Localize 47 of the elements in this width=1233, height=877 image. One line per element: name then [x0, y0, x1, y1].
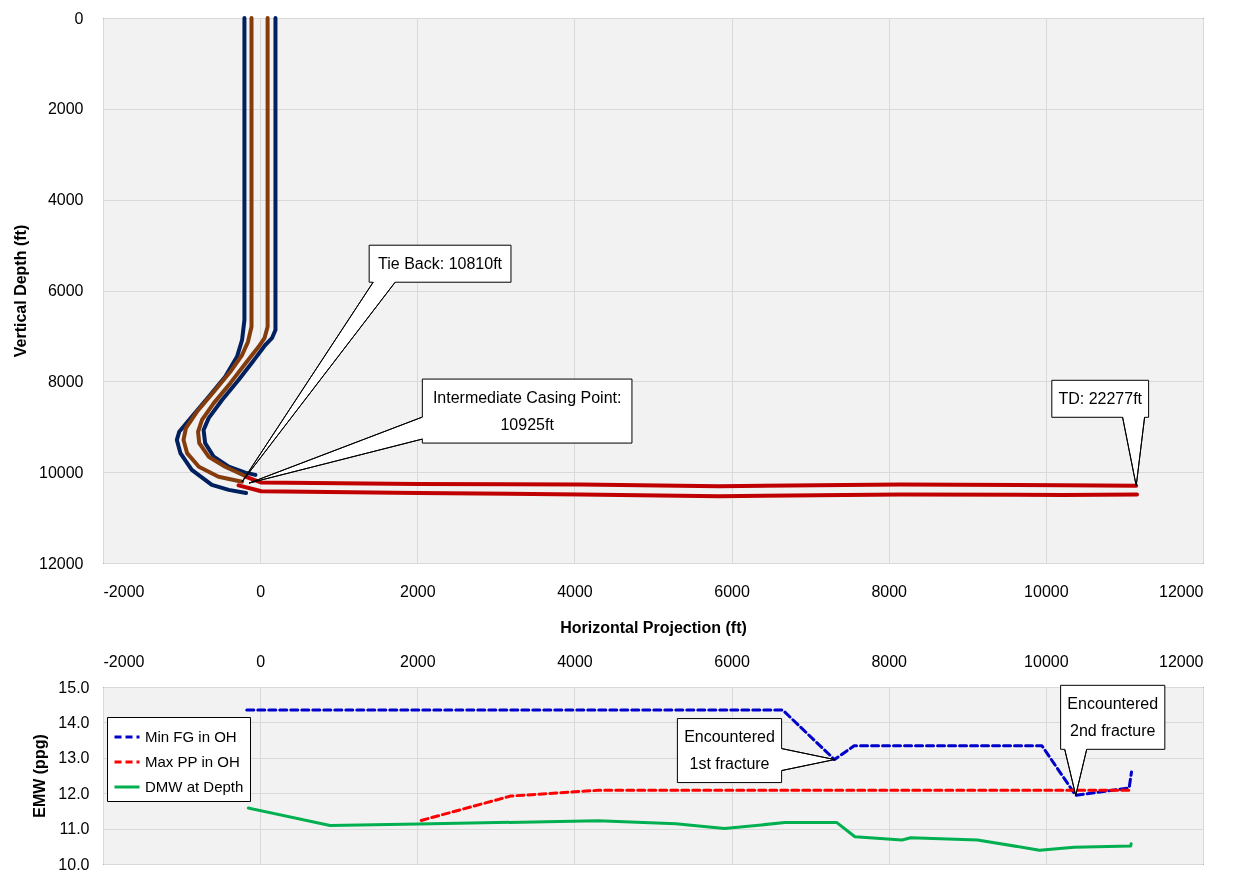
- x-tick-label: 6000: [714, 652, 750, 670]
- y-tick-label: 15.0: [58, 678, 90, 696]
- y-tick-label: 12.0: [58, 784, 90, 802]
- y-tick-label: 13.0: [58, 749, 90, 767]
- x-tick-label: 12000: [1159, 652, 1204, 670]
- line-series: [181, 16, 254, 484]
- x-tick-label: -2000: [103, 582, 145, 600]
- annotation: TD: 22277ft: [1058, 389, 1143, 407]
- x-tick-label: 2000: [399, 652, 436, 670]
- y-tick-label: 11.0: [59, 820, 90, 838]
- line-series: [246, 806, 1133, 852]
- y-tick-label: 10000: [39, 463, 84, 481]
- x-tick-label: 10000: [1024, 652, 1069, 670]
- legend-label: Max PP in OH: [145, 753, 240, 770]
- y-tick-label: 2000: [47, 100, 84, 118]
- line-series: [244, 475, 1139, 489]
- legend-label: DMW at Depth: [145, 778, 244, 795]
- annotation: Tie Back: 10810ft: [378, 254, 503, 272]
- x-tick-label: 0: [256, 652, 266, 670]
- x-tick-label: 2000: [399, 582, 436, 600]
- x-tick-label: 4000: [557, 652, 593, 670]
- annotation: Encountered 1st fracture: [684, 728, 775, 773]
- y-tick-label: 4000: [47, 191, 84, 209]
- x-tick-label: 8000: [871, 582, 908, 600]
- y-axis-title: EMW (ppg): [31, 734, 49, 818]
- annotation: Intermediate Casing Point: 10925ft: [432, 388, 622, 433]
- y-tick-label: 8000: [47, 372, 84, 390]
- x-tick-label: 4000: [557, 582, 593, 600]
- legend-label: Min FG in OH: [145, 728, 237, 745]
- x-tick-label: 8000: [871, 652, 908, 670]
- x-tick-label: -2000: [103, 652, 145, 670]
- line-series: [196, 16, 270, 479]
- y-tick-label: 12000: [39, 554, 84, 572]
- x-tick-label: 6000: [714, 582, 750, 600]
- line-series: [201, 16, 278, 477]
- line-series: [236, 483, 1139, 499]
- y-tick-label: 14.0: [58, 713, 90, 731]
- x-axis-title: Horizontal Projection (ft): [560, 618, 747, 636]
- x-tick-label: 0: [256, 582, 266, 600]
- annotation: Encountered 2nd fracture: [1067, 694, 1159, 739]
- y-tick-label: 10.0: [58, 855, 90, 873]
- y-tick-label: 0: [74, 9, 84, 27]
- line-series: [419, 788, 1133, 822]
- y-axis-title: Vertical Depth (ft): [12, 224, 30, 358]
- x-tick-label: 10000: [1024, 582, 1069, 600]
- y-tick-label: 6000: [47, 282, 84, 299]
- x-tick-label: 12000: [1159, 582, 1204, 600]
